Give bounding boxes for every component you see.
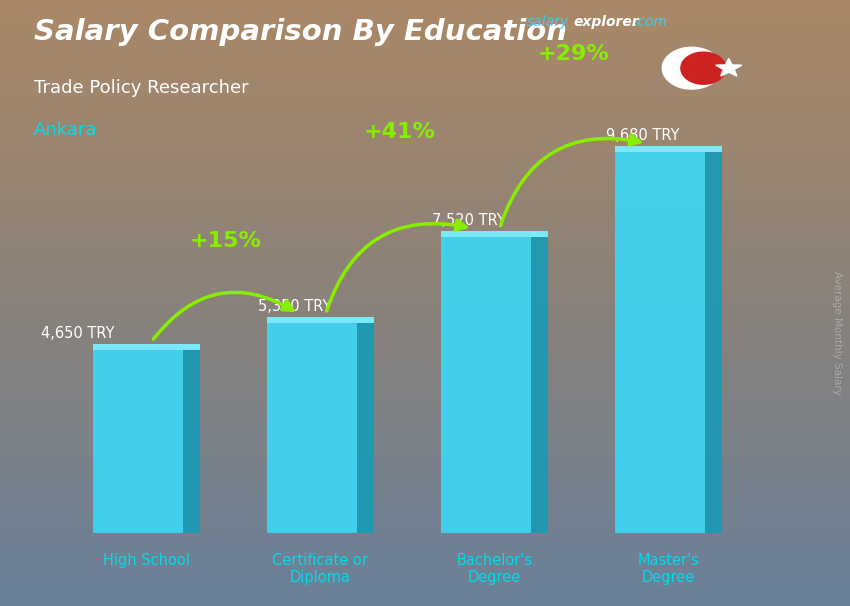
Text: Average Monthly Salary: Average Monthly Salary <box>832 271 842 395</box>
Text: salary: salary <box>527 15 570 29</box>
Text: explorer: explorer <box>574 15 639 29</box>
Text: 5,350 TRY: 5,350 TRY <box>258 299 332 314</box>
Text: .com: .com <box>633 15 667 29</box>
Bar <box>531 237 547 533</box>
Bar <box>357 322 374 533</box>
Bar <box>184 350 200 533</box>
Text: +29%: +29% <box>537 44 609 64</box>
Text: Trade Policy Researcher: Trade Policy Researcher <box>34 79 248 97</box>
Bar <box>93 344 200 350</box>
Polygon shape <box>681 52 726 84</box>
Bar <box>706 152 722 533</box>
Text: 4,650 TRY: 4,650 TRY <box>41 327 114 341</box>
Polygon shape <box>716 58 742 76</box>
Text: 9,680 TRY: 9,680 TRY <box>606 128 679 144</box>
Bar <box>615 146 722 152</box>
Bar <box>615 152 706 533</box>
Text: +41%: +41% <box>363 122 435 142</box>
Text: Certificate or
Diploma: Certificate or Diploma <box>272 553 368 585</box>
Text: +15%: +15% <box>190 231 261 251</box>
Text: Ankara: Ankara <box>34 121 98 139</box>
Text: Bachelor's
Degree: Bachelor's Degree <box>456 553 532 585</box>
Bar <box>267 322 357 533</box>
Text: High School: High School <box>103 553 190 568</box>
Bar <box>441 231 547 237</box>
Text: 7,520 TRY: 7,520 TRY <box>432 213 506 228</box>
Bar <box>93 350 184 533</box>
Text: Salary Comparison By Education: Salary Comparison By Education <box>34 18 567 46</box>
Bar <box>267 317 374 322</box>
Bar <box>441 237 531 533</box>
Polygon shape <box>662 47 721 89</box>
Text: Master's
Degree: Master's Degree <box>638 553 699 585</box>
